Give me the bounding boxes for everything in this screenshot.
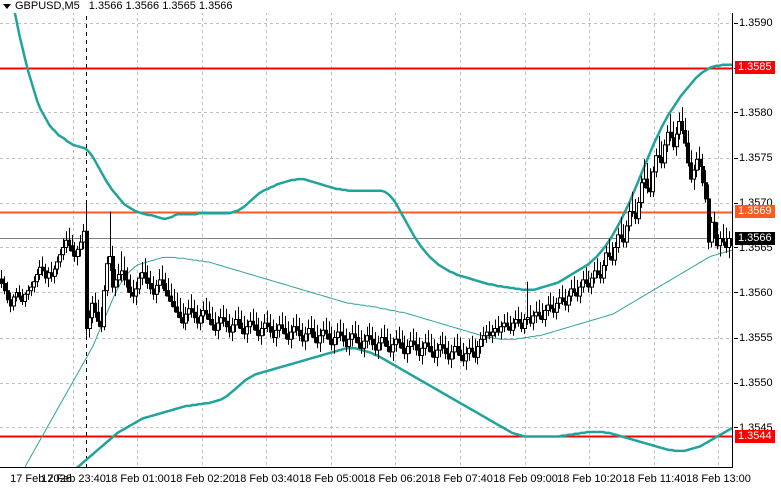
time-axis-tick: 18 Feb 11:40 — [622, 473, 687, 485]
price-axis-tick-mark — [734, 383, 738, 384]
chart-plot-area[interactable] — [0, 0, 733, 468]
time-axis-tick: 18 Feb 07:40 — [428, 473, 493, 485]
chevron-down-icon[interactable] — [0, 0, 14, 13]
price-axis-tick: 1.3560 — [739, 286, 773, 299]
price-axis-tick-mark — [734, 23, 738, 24]
price-marker-pivot[interactable]: 1.3569 — [735, 205, 775, 218]
price-axis-tick: 1.3580 — [739, 106, 773, 119]
price-axis-tick-mark — [734, 292, 738, 293]
time-axis-tick: 18 Feb 03:40 — [234, 473, 299, 485]
price-axis-tick: 1.3550 — [739, 376, 773, 389]
candlestick-series — [0, 107, 732, 370]
price-axis-tick-mark — [734, 158, 738, 159]
time-axis-tick: 18 Feb 01:00 — [105, 473, 170, 485]
time-axis-tick: 18 Feb 06:20 — [363, 473, 428, 485]
price-axis-tick-mark — [734, 427, 738, 428]
ohlc-values-label: 1.3566 1.3566 1.3565 1.3566 — [88, 0, 233, 12]
symbol-timeframe-label: GBPUSD,M5 — [15, 0, 80, 12]
time-axis-tick: 17 Feb 23:40 — [41, 473, 106, 485]
time-axis-tick: 18 Feb 05:00 — [299, 473, 364, 485]
price-axis-tick-mark — [734, 338, 738, 339]
time-axis-tick: 18 Feb 09:00 — [493, 473, 558, 485]
price-marker-current-price[interactable]: 1.3566 — [735, 232, 775, 245]
time-axis-tick: 18 Feb 13:00 — [686, 473, 751, 485]
price-axis-tick-mark — [734, 112, 738, 113]
chart-canvas — [0, 0, 732, 467]
price-level-lines — [0, 67, 732, 438]
price-axis-tick: 1.3575 — [739, 151, 773, 164]
time-axis-tick: 18 Feb 02:20 — [170, 473, 235, 485]
price-axis-tick: 1.3590 — [739, 16, 773, 29]
price-axis-tick-mark — [734, 203, 738, 204]
price-axis-tick-mark — [734, 247, 738, 248]
time-axis-tick: 18 Feb 10:20 — [557, 473, 622, 485]
chart-header: GBPUSD,M5 1.3566 1.3566 1.3565 1.3566 — [0, 0, 781, 13]
price-axis-tick: 1.3555 — [739, 331, 773, 344]
time-axis[interactable]: 17 Feb 2026 17 Feb 23:40 18 Feb 01:00 18 Fe… — [0, 469, 781, 489]
price-marker-resistance[interactable]: 1.3585 — [735, 61, 775, 74]
price-axis[interactable]: 1.35901.35851.35801.35751.35701.35651.35… — [734, 0, 781, 468]
price-marker-support[interactable]: 1.3544 — [735, 430, 775, 443]
time-axis-tick: 17 Feb 2026 — [10, 473, 72, 485]
